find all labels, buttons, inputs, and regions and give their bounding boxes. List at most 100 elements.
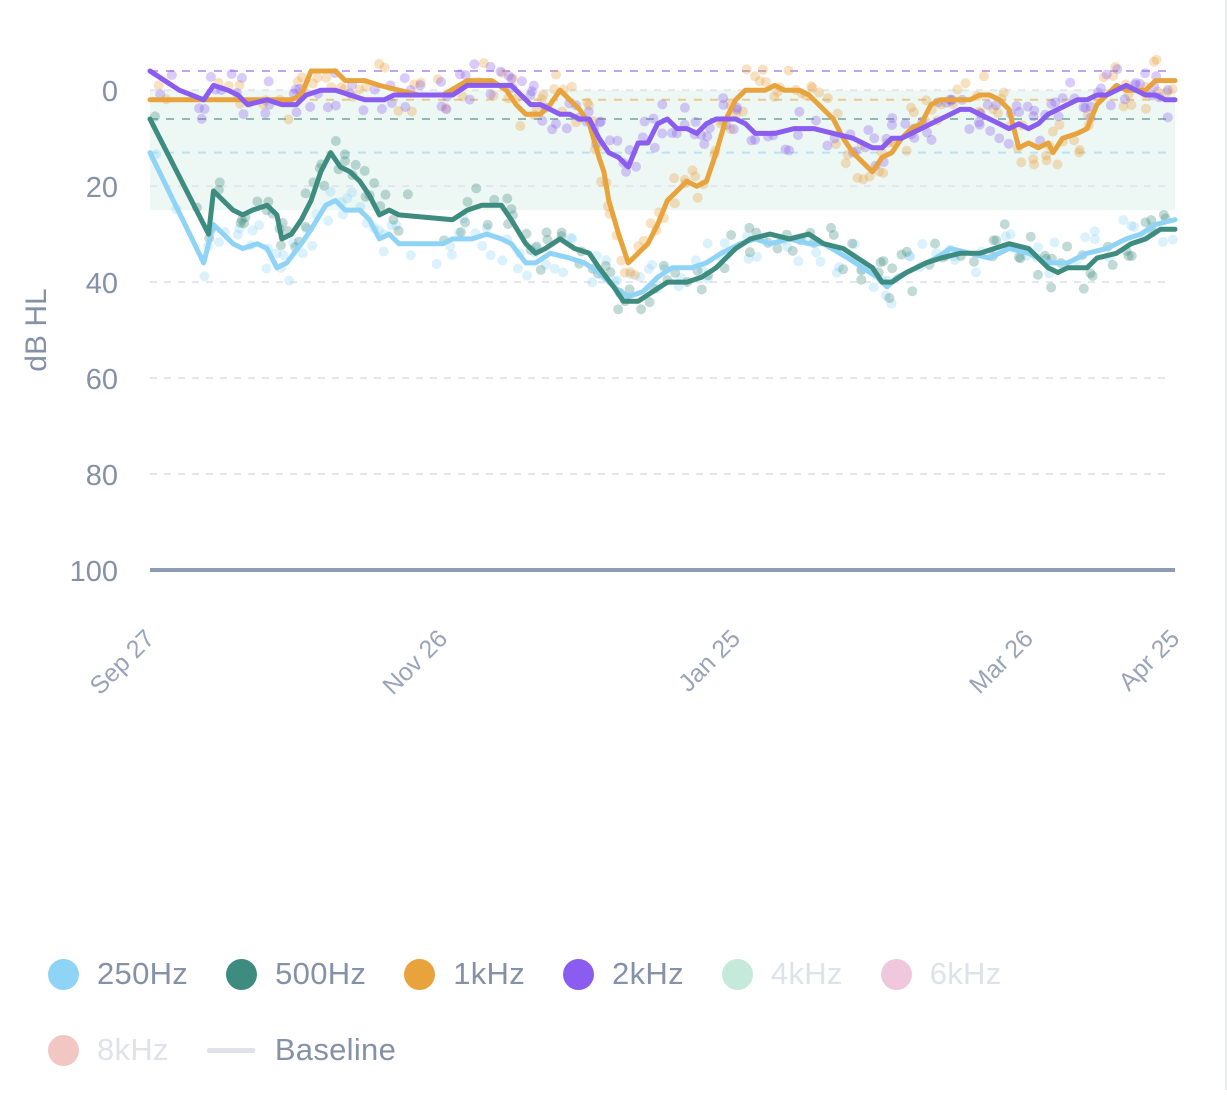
data-point-500Hz	[402, 189, 413, 200]
data-point-1kHz	[908, 107, 919, 118]
data-point-250Hz	[743, 253, 754, 264]
data-point-1kHz	[1047, 126, 1058, 137]
data-point-250Hz	[702, 238, 713, 249]
data-point-2kHz	[1014, 106, 1025, 117]
data-point-500Hz	[506, 204, 517, 215]
data-point-1kHz	[901, 145, 912, 156]
data-point-1kHz	[283, 114, 294, 125]
data-point-250Hz	[1090, 234, 1101, 245]
data-point-500Hz	[1078, 283, 1089, 294]
data-point-1kHz	[440, 103, 451, 114]
data-point-500Hz	[644, 297, 655, 308]
data-point-500Hz	[393, 225, 404, 236]
data-point-250Hz	[234, 223, 245, 234]
data-point-500Hz	[878, 256, 889, 267]
data-point-2kHz	[926, 134, 937, 145]
data-point-1kHz	[725, 124, 736, 135]
data-point-1kHz	[234, 80, 245, 91]
data-point-2kHz	[358, 105, 369, 116]
data-point-500Hz	[350, 159, 361, 170]
x-tick-label: Nov 26	[377, 624, 453, 700]
data-point-2kHz	[657, 128, 668, 139]
data-point-1kHz	[374, 58, 385, 69]
data-point-250Hz	[378, 246, 389, 257]
data-point-2kHz	[612, 135, 623, 146]
legend-item-1khz[interactable]: 1kHz	[404, 956, 525, 992]
legend-item-250hz[interactable]: 250Hz	[48, 956, 188, 992]
data-point-1kHz	[1098, 72, 1109, 83]
data-point-2kHz	[690, 116, 701, 127]
data-point-2kHz	[537, 115, 548, 126]
data-point-500Hz	[907, 286, 918, 297]
data-point-250Hz	[307, 240, 318, 251]
data-point-250Hz	[690, 255, 701, 266]
data-point-2kHz	[199, 103, 210, 114]
data-point-250Hz	[782, 242, 793, 253]
data-point-500Hz	[235, 217, 246, 228]
normal-range-band	[150, 90, 1175, 211]
data-point-2kHz	[1080, 102, 1091, 113]
legend-item-4khz[interactable]: 4kHz	[721, 956, 843, 992]
data-point-250Hz	[917, 239, 928, 250]
legend-item-500hz[interactable]: 500Hz	[226, 956, 366, 992]
data-point-500Hz	[535, 264, 546, 275]
data-point-250Hz	[1126, 220, 1137, 231]
data-point-2kHz	[322, 102, 333, 113]
data-point-250Hz	[477, 240, 488, 251]
data-point-1kHz	[1041, 155, 1052, 166]
data-point-500Hz	[744, 247, 755, 258]
data-point-2kHz	[1130, 77, 1141, 88]
legend-item-8khz[interactable]: 8kHz	[48, 1032, 169, 1068]
data-point-2kHz	[1135, 79, 1146, 90]
data-point-500Hz	[726, 230, 737, 241]
data-point-250Hz	[540, 259, 551, 270]
data-point-500Hz	[541, 227, 552, 238]
data-point-2kHz	[155, 89, 166, 100]
data-point-500Hz	[1123, 250, 1134, 261]
data-point-2kHz	[1162, 84, 1173, 95]
data-point-500Hz	[300, 188, 311, 199]
data-point-2kHz	[263, 76, 274, 87]
legend-item-6khz[interactable]: 6kHz	[880, 956, 1002, 992]
data-point-500Hz	[991, 235, 1002, 246]
data-point-2kHz	[436, 101, 447, 112]
data-point-500Hz	[825, 222, 836, 233]
legend-label: 500Hz	[275, 956, 367, 991]
data-point-1kHz	[619, 267, 630, 278]
data-point-500Hz	[1015, 253, 1026, 264]
data-point-500Hz	[252, 196, 263, 207]
data-point-1kHz	[760, 76, 771, 87]
data-point-2kHz	[547, 124, 558, 135]
series-line-2kHz	[147, 68, 1178, 170]
legend-label: 4kHz	[770, 956, 843, 991]
data-point-2kHz	[595, 116, 606, 127]
y-axis-label: dB HL	[20, 288, 53, 371]
data-point-2kHz	[750, 134, 761, 145]
data-point-1kHz	[690, 171, 701, 182]
data-point-250Hz	[587, 277, 598, 288]
data-point-1kHz	[1074, 144, 1085, 155]
legend-item-baseline[interactable]: Baseline	[206, 1032, 396, 1068]
data-point-250Hz	[199, 271, 210, 282]
data-point-2kHz	[639, 116, 650, 127]
data-point-500Hz	[1085, 268, 1096, 279]
legend-item-2khz[interactable]: 2kHz	[563, 956, 684, 992]
data-point-500Hz	[636, 304, 647, 315]
data-point-2kHz	[994, 133, 1005, 144]
data-point-500Hz	[772, 243, 783, 254]
legend-dot-swatch	[721, 958, 753, 990]
data-point-250Hz	[601, 255, 612, 266]
data-point-2kHz	[1119, 94, 1130, 105]
data-point-500Hz	[1107, 260, 1118, 271]
data-point-2kHz	[810, 115, 821, 126]
data-point-500Hz	[624, 284, 635, 295]
data-point-1kHz	[754, 76, 765, 87]
data-point-1kHz	[551, 69, 562, 80]
data-point-250Hz	[811, 247, 822, 258]
data-point-1kHz	[822, 93, 833, 104]
data-point-500Hz	[856, 274, 867, 285]
data-point-1kHz	[921, 95, 932, 106]
data-point-250Hz	[1080, 232, 1091, 243]
y-tick-label: 80	[86, 460, 118, 492]
data-point-2kHz	[631, 161, 642, 172]
